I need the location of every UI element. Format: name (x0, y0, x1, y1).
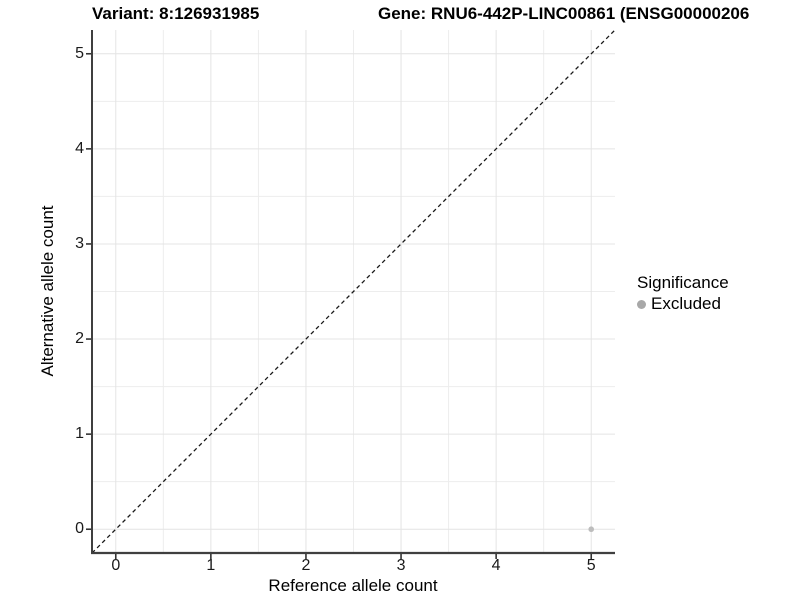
plot-title-variant: Variant: 8:126931985 (92, 4, 260, 23)
legend-point-icon (637, 299, 646, 309)
x-tick-label: 0 (111, 557, 121, 574)
plot-title-gene: Gene: RNU6-442P-LINC00861 (ENSG00000206 (378, 4, 750, 23)
y-tick-label: 5 (75, 44, 84, 62)
y-tick-label: 2 (75, 330, 84, 348)
x-axis-title: Reference allele count (268, 576, 438, 595)
x-tick-label: 4 (491, 557, 501, 574)
x-tick-label: 5 (586, 557, 596, 574)
y-tick-label: 4 (75, 139, 84, 157)
y-tick-label: 0 (75, 520, 84, 538)
x-tick-label: 3 (396, 557, 406, 574)
y-tick-label: 3 (75, 234, 84, 252)
legend-title: Significance (637, 273, 729, 292)
data-point (588, 526, 595, 533)
legend: Significance Excluded (637, 273, 729, 314)
y-axis-title: Alternative allele count (38, 205, 57, 377)
x-tick-label: 2 (301, 557, 311, 574)
legend-item-label: Excluded (651, 294, 721, 313)
x-tick-label: 1 (206, 557, 216, 574)
legend-item-excluded: Excluded (637, 294, 729, 314)
identity-line (91, 29, 616, 554)
y-tick-label: 1 (75, 425, 84, 443)
